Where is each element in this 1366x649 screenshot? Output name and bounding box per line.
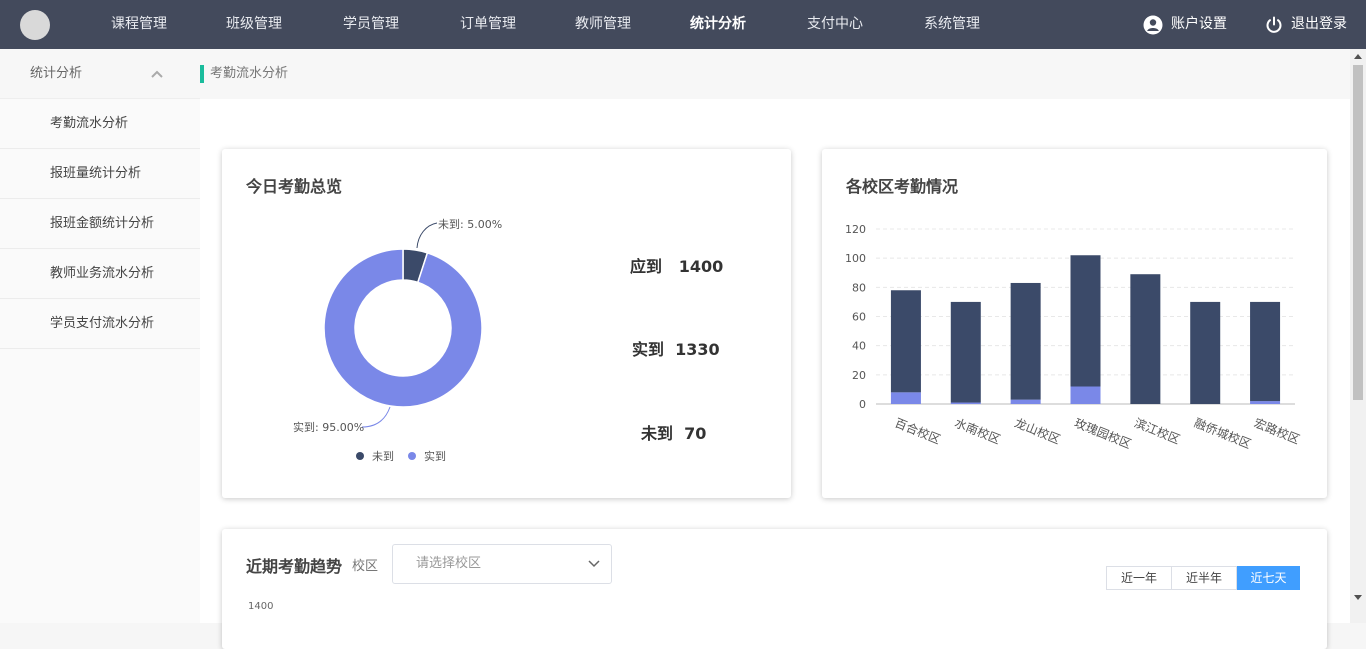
y-tick-label-80: 80 [852, 281, 866, 294]
logout-button[interactable]: 退出登录 [1265, 0, 1347, 49]
legend-marker-present [408, 452, 416, 460]
bar-present-0 [890, 392, 921, 404]
y-tick-label-20: 20 [852, 369, 866, 382]
bar-absent-5 [1190, 301, 1221, 404]
today-attendance-card: 今日考勤总览 未到: 5.00% 实到: 95.00% 未到 实到 应到 1400 实… [222, 149, 791, 498]
sidebar-group-header[interactable]: 统计分析 [0, 49, 200, 99]
today-attendance-title: 今日考勤总览 [246, 177, 343, 196]
sidebar-item-enrollment-count[interactable]: 报班量统计分析 [0, 149, 200, 199]
recent-trend-title: 近期考勤趋势 [246, 557, 343, 576]
x-tick-label-0: 百合校区 [893, 415, 943, 447]
bar-present-6 [1250, 401, 1281, 404]
expected-value: 1400 [678, 257, 724, 276]
campus-attendance-title: 各校区考勤情况 [846, 177, 959, 196]
nav-teacher-management[interactable]: 教师管理 [575, 16, 631, 32]
expected-label: 应到 [630, 257, 663, 276]
campus-select-placeholder: 请选择校区 [416, 556, 482, 571]
sidebar-item-enrollment-amount[interactable]: 报班金额统计分析 [0, 199, 200, 249]
present-stat: 实到 1330 [632, 336, 720, 360]
sidebar-item-teacher-business[interactable]: 教师业务流水分析 [0, 249, 200, 299]
chevron-down-icon [588, 560, 600, 568]
breadcrumb: 考勤流水分析 [200, 49, 1350, 99]
nav-class-management[interactable]: 班级管理 [226, 16, 282, 32]
nav-system-management[interactable]: 系统管理 [924, 16, 980, 32]
y-tick-label-0: 0 [859, 398, 866, 411]
bar-absent-2 [1010, 282, 1041, 400]
nav-statistics-analysis[interactable]: 统计分析 [690, 16, 746, 32]
donut-slice-1 [323, 248, 483, 408]
absent-stat: 未到 70 [641, 420, 706, 444]
x-tick-label-2: 龙山校区 [1013, 415, 1063, 447]
x-tick-label-5: 融侨城校区 [1192, 415, 1253, 451]
power-icon [1266, 16, 1282, 33]
campus-attendance-card: 各校区考勤情况 0 20 40 60 80 100 120 百合校区 水南校区 龙山校区 玫瑰园校区… [822, 149, 1327, 498]
sidebar-item-attendance-flow[interactable]: 考勤流水分析 [0, 99, 200, 149]
campus-select[interactable]: 请选择校区 [392, 544, 612, 584]
bar-absent-0 [890, 290, 921, 393]
bar-present-3 [1070, 386, 1101, 404]
avatar[interactable] [20, 10, 50, 40]
y-tick-label-100: 100 [845, 252, 866, 265]
x-tick-label-1: 水南校区 [953, 415, 1003, 447]
x-tick-label-6: 宏路校区 [1252, 415, 1302, 447]
recent-trend-card: 近期考勤趋势 校区 请选择校区 近一年 近半年 近七天 1400 [222, 529, 1327, 649]
bar-absent-3 [1070, 255, 1101, 387]
nav-payment-center[interactable]: 支付中心 [807, 16, 863, 32]
range-half-year-button[interactable]: 近半年 [1171, 566, 1237, 590]
present-label: 实到 [632, 340, 665, 359]
scroll-up-arrow-icon[interactable] [1354, 54, 1362, 59]
scroll-down-arrow-icon[interactable] [1354, 595, 1362, 600]
bar-present-1 [950, 402, 981, 404]
data-label-present: 实到: 95.00% [293, 420, 364, 434]
nav-order-management[interactable]: 订单管理 [460, 16, 516, 32]
bar-absent-4 [1130, 274, 1161, 404]
attendance-donut-chart: 未到: 5.00% 实到: 95.00% 未到 实到 [293, 218, 502, 463]
x-tick-label-4: 滨江校区 [1132, 415, 1182, 447]
absent-label: 未到 [641, 424, 674, 443]
trend-partial-tick: 1400 [248, 601, 274, 612]
absent-value: 70 [684, 424, 707, 443]
main-content: 今日考勤总览 未到: 5.00% 实到: 95.00% 未到 实到 应到 1400 实… [200, 99, 1350, 649]
range-one-year-button[interactable]: 近一年 [1106, 566, 1172, 590]
sidebar: 统计分析 考勤流水分析 报班量统计分析 报班金额统计分析 教师业务流水分析 学员… [0, 49, 200, 623]
campus-filter-label: 校区 [352, 559, 379, 574]
sidebar-group-label: 统计分析 [30, 66, 83, 81]
label-line-present [361, 406, 391, 428]
scrollbar-thumb[interactable] [1353, 65, 1363, 400]
page-scrollbar[interactable] [1350, 49, 1366, 623]
nav-course-management[interactable]: 课程管理 [111, 16, 167, 32]
legend-label-present: 实到 [424, 449, 446, 463]
bar-absent-6 [1250, 301, 1281, 402]
label-line-absent [416, 222, 438, 249]
top-nav-bar: 课程管理 班级管理 学员管理 订单管理 教师管理 统计分析 支付中心 系统管理 … [0, 0, 1366, 49]
account-settings-label: 账户设置 [1171, 16, 1227, 32]
expected-stat: 应到 1400 [630, 253, 723, 277]
user-icon [1143, 15, 1163, 34]
nav-student-management[interactable]: 学员管理 [343, 16, 399, 32]
account-settings-button[interactable]: 账户设置 [1143, 0, 1227, 49]
breadcrumb-marker [200, 65, 204, 83]
bar-present-2 [1010, 399, 1041, 404]
data-label-absent: 未到: 5.00% [438, 218, 502, 231]
bar-absent-1 [950, 301, 981, 403]
y-tick-label-60: 60 [852, 311, 866, 324]
y-tick-label-40: 40 [852, 340, 866, 353]
legend-marker-absent [356, 452, 364, 460]
breadcrumb-current: 考勤流水分析 [210, 66, 289, 81]
x-tick-label-3: 玫瑰园校区 [1072, 415, 1133, 451]
y-tick-label-120: 120 [845, 223, 866, 236]
logout-label: 退出登录 [1291, 16, 1347, 32]
present-value: 1330 [675, 340, 720, 359]
chevron-up-icon[interactable] [150, 67, 164, 81]
legend-label-absent: 未到 [372, 450, 394, 463]
range-seven-days-button[interactable]: 近七天 [1237, 566, 1300, 590]
sidebar-item-student-payment[interactable]: 学员支付流水分析 [0, 299, 200, 349]
